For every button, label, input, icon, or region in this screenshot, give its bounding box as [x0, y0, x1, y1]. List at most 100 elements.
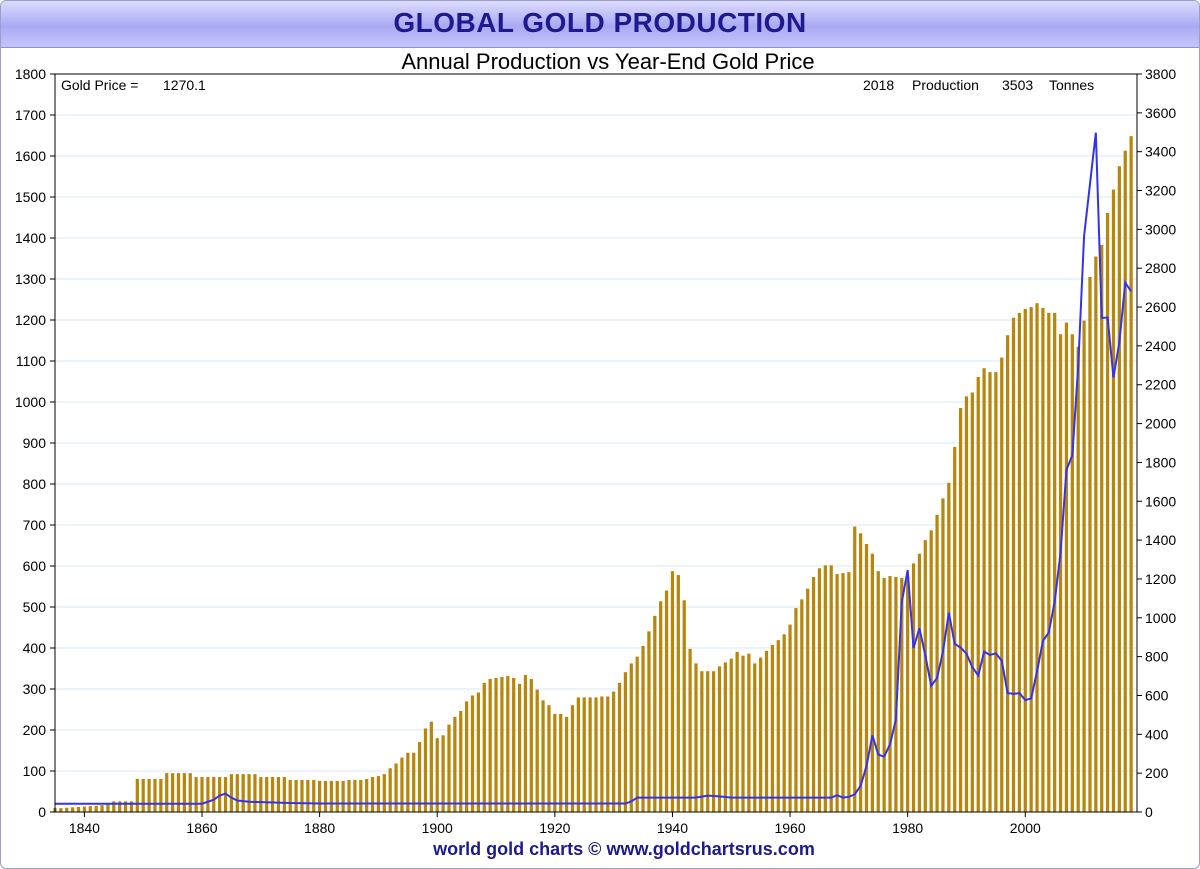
x-tick-label: 1840 [69, 820, 100, 836]
production-bar [811, 577, 816, 812]
production-bar [294, 779, 298, 812]
production-bars [53, 136, 1133, 813]
production-bar [782, 634, 786, 812]
right-tick-label: 2200 [1145, 377, 1176, 393]
production-bar [1017, 312, 1021, 812]
production-bar [559, 713, 563, 812]
production-bar [747, 653, 751, 812]
production-bar [1094, 256, 1098, 812]
production-bar [229, 774, 234, 812]
right-tick-label: 1200 [1145, 571, 1176, 587]
right-tick-label: 3000 [1145, 221, 1176, 237]
right-tick-label: 3600 [1145, 105, 1176, 121]
left-tick-label: 200 [23, 722, 47, 738]
x-tick-label: 1940 [657, 820, 688, 836]
production-bar [388, 768, 392, 812]
x-tick-label: 1860 [186, 820, 217, 836]
production-bar [265, 777, 269, 812]
left-tick-label: 0 [38, 804, 46, 820]
production-value: 3503 [1002, 77, 1033, 93]
production-bar [441, 735, 445, 812]
production-bar [764, 650, 769, 812]
production-bar [276, 777, 281, 812]
production-bar [612, 691, 616, 812]
production-bar [106, 803, 110, 812]
production-bar [935, 514, 939, 812]
production-bar [365, 778, 369, 812]
production-bar [617, 682, 622, 812]
production-bar [517, 683, 522, 812]
production-bar [318, 780, 322, 812]
production-bar [1023, 308, 1027, 812]
right-tick-label: 3400 [1145, 144, 1176, 160]
production-bar [841, 573, 845, 812]
production-bar [1064, 322, 1069, 812]
production-unit: Tonnes [1049, 77, 1094, 93]
production-bar [1129, 136, 1133, 812]
production-bar [623, 672, 628, 812]
production-bar [376, 776, 381, 812]
production-bar [911, 563, 916, 812]
left-axis: 0 100 200 300 400 500 600 700 800 900 1000 1100 1200… [15, 66, 55, 820]
production-bar [823, 565, 827, 812]
production-bar [600, 696, 604, 812]
right-tick-label: 400 [1145, 726, 1169, 742]
production-bar [888, 576, 892, 812]
production-bar [753, 663, 757, 812]
gold-price-label: Gold Price = [61, 77, 138, 93]
production-bar [759, 657, 763, 812]
left-tick-label: 500 [23, 599, 47, 615]
chart-title: GLOBAL GOLD PRODUCTION [393, 7, 807, 38]
production-bar [153, 778, 157, 812]
right-tick-label: 2000 [1145, 416, 1176, 432]
production-bar [88, 806, 92, 812]
production-bar [906, 577, 910, 812]
production-bar [970, 392, 974, 812]
right-tick-label: 3200 [1145, 183, 1176, 199]
production-bar [1000, 357, 1004, 812]
right-tick-label: 800 [1145, 649, 1169, 665]
production-bar [629, 663, 633, 812]
production-bar [770, 644, 775, 812]
production-bar [506, 676, 510, 812]
left-tick-label: 300 [23, 681, 47, 697]
production-bar [206, 777, 210, 812]
production-bar [329, 780, 333, 812]
x-tick-label: 2000 [1010, 820, 1041, 836]
production-bar [218, 777, 222, 812]
production-bar [894, 577, 898, 812]
production-bar [282, 777, 286, 812]
production-bar [212, 777, 216, 812]
production-bar [259, 777, 263, 812]
production-bar [1029, 307, 1033, 812]
production-bar [653, 615, 657, 812]
right-tick-label: 600 [1145, 687, 1169, 703]
production-bar [312, 779, 316, 812]
production-bar [288, 779, 292, 812]
left-tick-label: 900 [23, 435, 47, 451]
production-bar [694, 663, 698, 812]
production-bar [59, 808, 63, 812]
production-bar [553, 713, 557, 812]
right-axis: 0 200 400 600 800 1000 1200 1400 1600 1800 2000 220… [1137, 66, 1176, 820]
production-bar [982, 368, 986, 812]
production-bar [1053, 312, 1057, 812]
gold-price-value: 1270.1 [163, 77, 206, 93]
production-label: Production [912, 77, 979, 93]
production-bar [423, 728, 428, 812]
production-bar [435, 738, 439, 812]
production-bar [529, 678, 533, 812]
production-bar [112, 801, 116, 812]
production-bar [500, 677, 504, 812]
left-tick-label: 1600 [15, 148, 46, 164]
production-bar [300, 779, 304, 812]
chart-subtitle: Annual Production vs Year-End Gold Price [401, 49, 815, 74]
production-bar [1082, 320, 1086, 812]
production-bar [1111, 189, 1116, 812]
production-bar [270, 777, 275, 812]
production-bar [406, 752, 410, 812]
production-bar [570, 705, 575, 812]
production-bar [929, 530, 933, 812]
production-bar [341, 780, 345, 812]
right-tick-label: 200 [1145, 765, 1169, 781]
